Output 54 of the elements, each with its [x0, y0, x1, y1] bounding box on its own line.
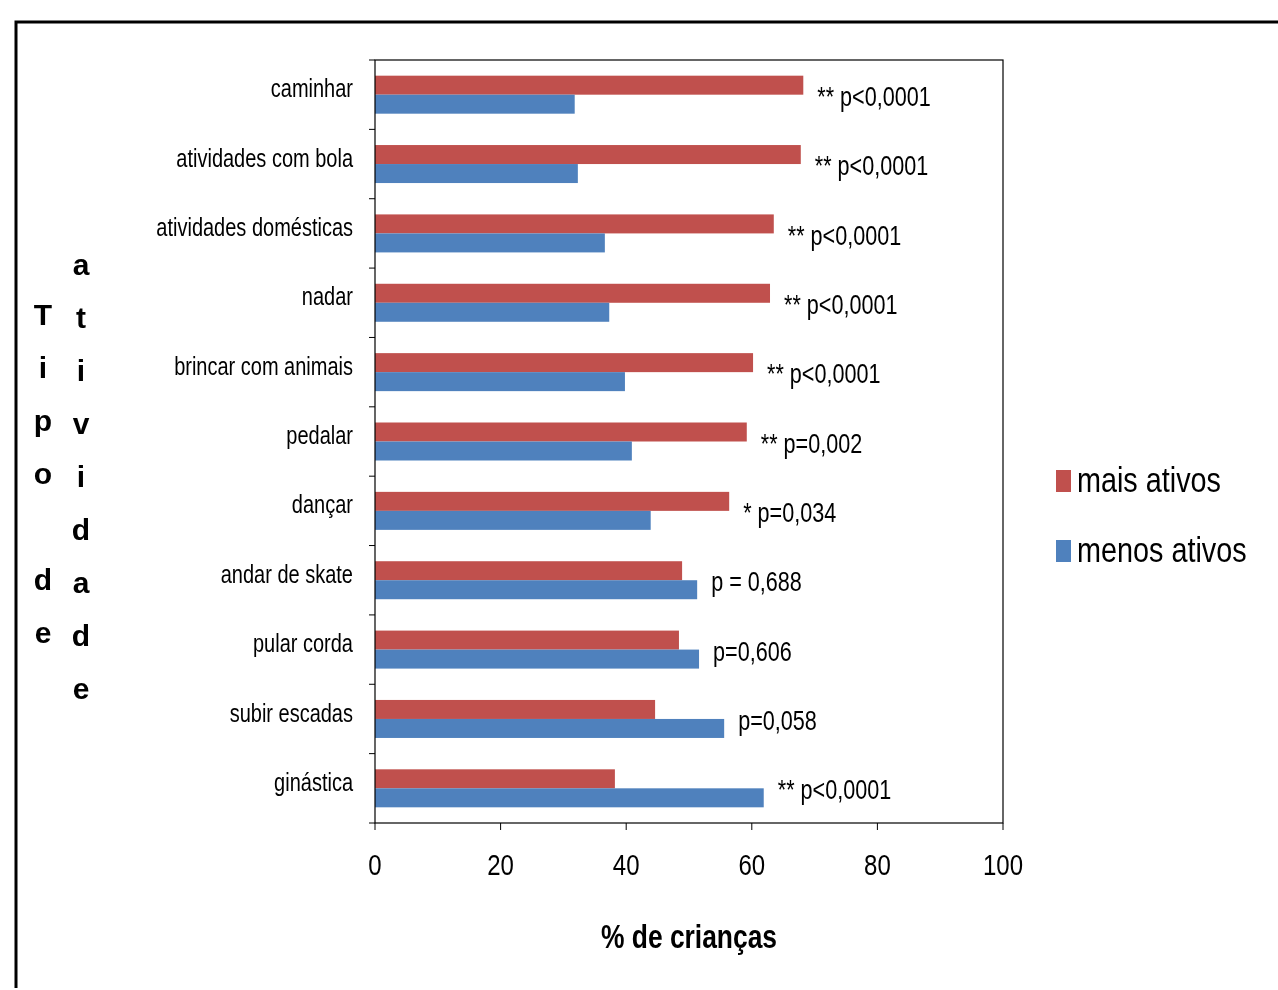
bar	[375, 145, 801, 165]
bar	[375, 561, 683, 581]
bar	[375, 214, 774, 234]
annotation: ** p=0,002	[760, 428, 863, 459]
y-tick-label: subir escadas	[229, 699, 353, 728]
y-tick-label: nadar	[301, 283, 354, 311]
annotation: p=0,606	[713, 636, 792, 667]
x-tick-label: 20	[487, 847, 514, 882]
bar	[375, 441, 632, 461]
annotation: ** p<0,0001	[767, 358, 881, 389]
bar	[375, 699, 656, 719]
annotation: * p=0,034	[743, 497, 837, 528]
annotation: ** p<0,0001	[817, 81, 931, 112]
annotation: ** p<0,0001	[777, 775, 892, 805]
y-tick-label: atividades domésticas	[156, 213, 353, 242]
bar	[375, 233, 605, 253]
bar	[375, 510, 651, 530]
y-tick-label: atividades com bola	[176, 144, 354, 173]
x-tick-label: 0	[368, 847, 382, 882]
annotation: ** p<0,0001	[784, 289, 898, 320]
y-tick-label: ginástica	[274, 768, 354, 797]
y-tick-label: pedalar	[286, 422, 354, 450]
bar	[375, 630, 679, 650]
bar	[375, 718, 725, 738]
y-tick-label: pular corda	[252, 630, 354, 658]
bar	[375, 164, 578, 184]
bar	[375, 422, 747, 442]
bar	[375, 788, 764, 808]
y-axis-title: Tipo de atividade	[26, 248, 98, 725]
annotation: p=0,058	[738, 705, 817, 736]
y-tick-label: caminhar	[270, 75, 354, 103]
x-tick-label: 40	[612, 847, 640, 882]
bar	[375, 283, 771, 303]
x-tick-label: 60	[738, 847, 766, 882]
bar	[375, 580, 698, 600]
x-tick-label: 80	[864, 847, 891, 882]
bar	[375, 769, 615, 789]
y-tick-label: brincar com animais	[174, 352, 353, 381]
y-tick-label: dançar	[291, 491, 354, 519]
bar	[375, 353, 754, 373]
bar	[375, 372, 625, 392]
bar	[375, 491, 730, 511]
bar	[375, 75, 804, 95]
annotation: ** p<0,0001	[787, 220, 902, 251]
bar	[375, 94, 575, 114]
x-axis-title: % de crianças	[600, 918, 778, 955]
y-tick-label: andar de skate	[220, 560, 353, 589]
annotation: p = 0,688	[711, 567, 802, 597]
legend-label: mais ativos	[1077, 458, 1221, 500]
bar	[375, 302, 610, 322]
annotation: ** p<0,0001	[814, 150, 929, 181]
x-tick-label: 100	[982, 847, 1024, 882]
bar	[375, 649, 700, 669]
legend-label: menos ativos	[1077, 528, 1247, 570]
